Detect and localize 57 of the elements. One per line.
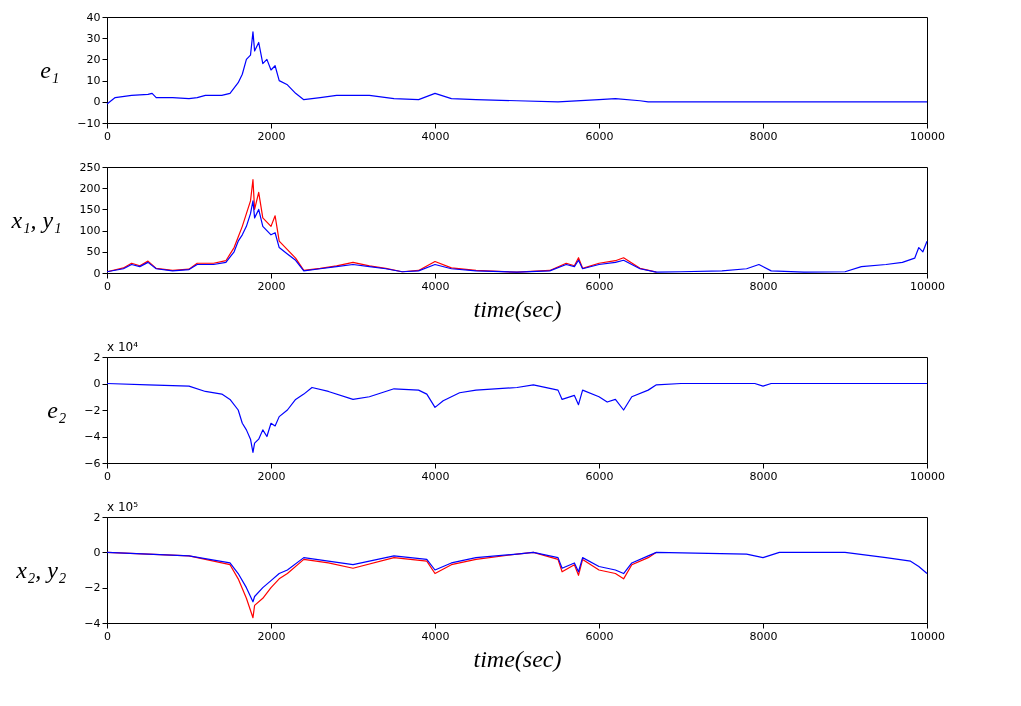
y-tick-label: 0 xyxy=(93,95,101,109)
y-tick-label: 20 xyxy=(86,52,101,66)
y-tick-label: −2 xyxy=(84,403,101,417)
x-tick-label: 4000 xyxy=(421,279,450,293)
text: x 10⁴ xyxy=(107,340,139,354)
line-series xyxy=(106,31,928,105)
y-tick-label: 50 xyxy=(86,245,101,259)
x-tick-label: 8000 xyxy=(749,129,778,143)
y-tick-label: 200 xyxy=(79,181,101,195)
y-tick-label: −6 xyxy=(84,456,101,470)
y-axis-title: x₂, y₂ xyxy=(15,556,67,583)
y-tick-label: 2 xyxy=(93,350,101,364)
y-tick-label: −2 xyxy=(84,581,101,595)
y-tick-label: 0 xyxy=(93,266,101,280)
x-tick-label: 6000 xyxy=(585,629,614,643)
x-tick-label: 8000 xyxy=(749,279,778,293)
x-tick-label: 6000 xyxy=(585,129,614,143)
x-tick-label: 2000 xyxy=(257,469,286,483)
x-axis-title: time(sec) xyxy=(473,295,562,322)
y-tick-label: 10 xyxy=(86,74,101,88)
x-tick-label: 6000 xyxy=(585,469,614,483)
y-tick-label: −4 xyxy=(84,616,101,630)
y-tick-label: 2 xyxy=(93,510,101,524)
y-tick-label: 150 xyxy=(79,202,101,216)
text: x 10⁵ xyxy=(107,500,139,514)
y-axis-title: e₁ xyxy=(40,56,60,83)
x-tick-label: 2000 xyxy=(257,629,286,643)
x-tick-label: 0 xyxy=(104,469,111,483)
line-series xyxy=(106,382,928,453)
y-tick-label: 0 xyxy=(93,545,101,559)
x-tick-label: 8000 xyxy=(749,469,778,483)
x-tick-label: 8000 xyxy=(749,629,778,643)
line-series xyxy=(106,551,928,603)
x-tick-label: 0 xyxy=(104,279,111,293)
x-tick-label: 10000 xyxy=(910,469,945,483)
x-tick-label: 0 xyxy=(104,629,111,643)
x-tick-label: 2000 xyxy=(257,279,286,293)
x-tick-label: 4000 xyxy=(421,129,450,143)
y-tick-label: 30 xyxy=(86,31,101,45)
x-tick-label: 10000 xyxy=(910,279,945,293)
x-tick-label: 0 xyxy=(104,129,111,143)
line-series xyxy=(106,200,928,273)
x-tick-label: 2000 xyxy=(257,129,286,143)
y-tick-label: −10 xyxy=(77,116,101,130)
x-tick-label: 4000 xyxy=(421,629,450,643)
x-axis-title: time(sec) xyxy=(473,645,562,672)
y-tick-label: 100 xyxy=(79,224,101,238)
x-tick-label: 10000 xyxy=(910,129,945,143)
y-axis-title: x₁, y₁ xyxy=(10,206,62,233)
x-tick-label: 10000 xyxy=(910,629,945,643)
x-tick-label: 6000 xyxy=(585,279,614,293)
y-tick-label: 250 xyxy=(79,160,101,174)
y-tick-label: 0 xyxy=(93,377,101,390)
y-tick-label: −4 xyxy=(84,430,101,443)
x-tick-label: 4000 xyxy=(421,469,450,483)
y-axis-title: e₂ xyxy=(47,396,67,423)
y-tick-label: 40 xyxy=(86,10,101,24)
